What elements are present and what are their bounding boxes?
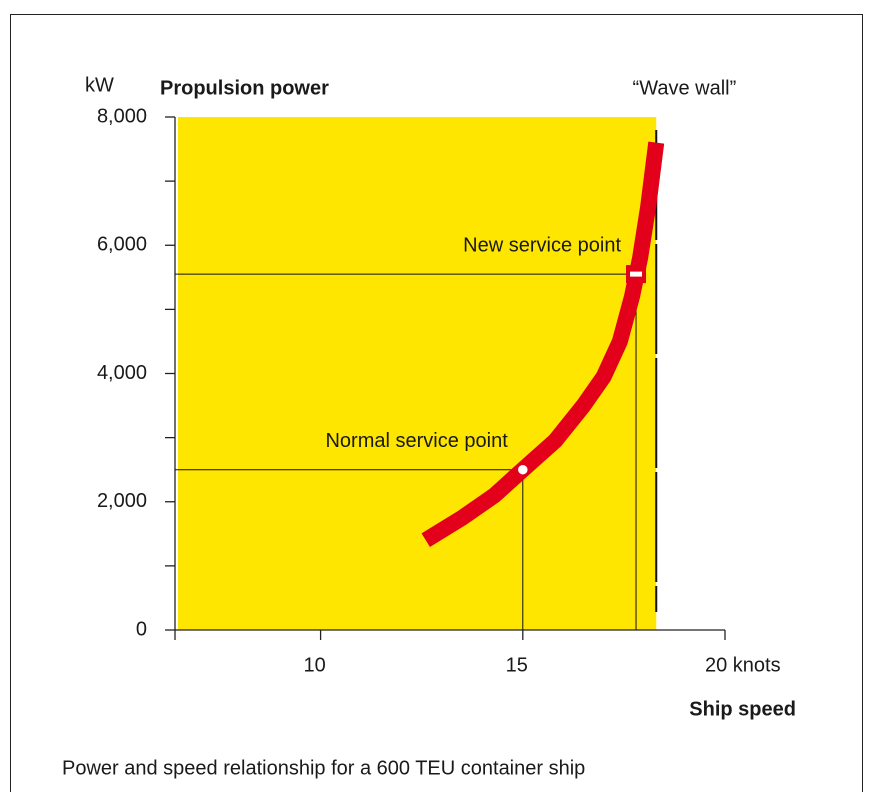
y-unit: kW [85,74,114,96]
service-point-marker-inner [630,271,643,277]
service-point-label: New service point [463,234,621,256]
wave-wall-label: “Wave wall” [633,77,737,99]
caption: Power and speed relationship for a 600 T… [62,757,585,779]
x-tick-label: 20 knots [705,654,781,676]
x-axis-label: Ship speed [689,698,796,720]
chart-title: Propulsion power [160,77,329,99]
plot: 0 2,000 4,000 6,000 8,000 10 15 20 knots “Wave w… [97,77,781,676]
x-tick-label: 15 [506,654,528,676]
plot-background [178,117,657,630]
frame [10,14,863,792]
y-tick-label: 4,000 [97,362,147,384]
y-tick-label: 0 [136,618,147,640]
y-tick-label: 6,000 [97,234,147,256]
service-point-marker [515,462,531,477]
service-point-label: Normal service point [325,430,508,452]
x-tick-label: 10 [303,654,325,676]
power-curve [421,141,665,548]
y-tick-label: 2,000 [97,490,147,512]
y-tick-label: 8,000 [97,105,147,127]
